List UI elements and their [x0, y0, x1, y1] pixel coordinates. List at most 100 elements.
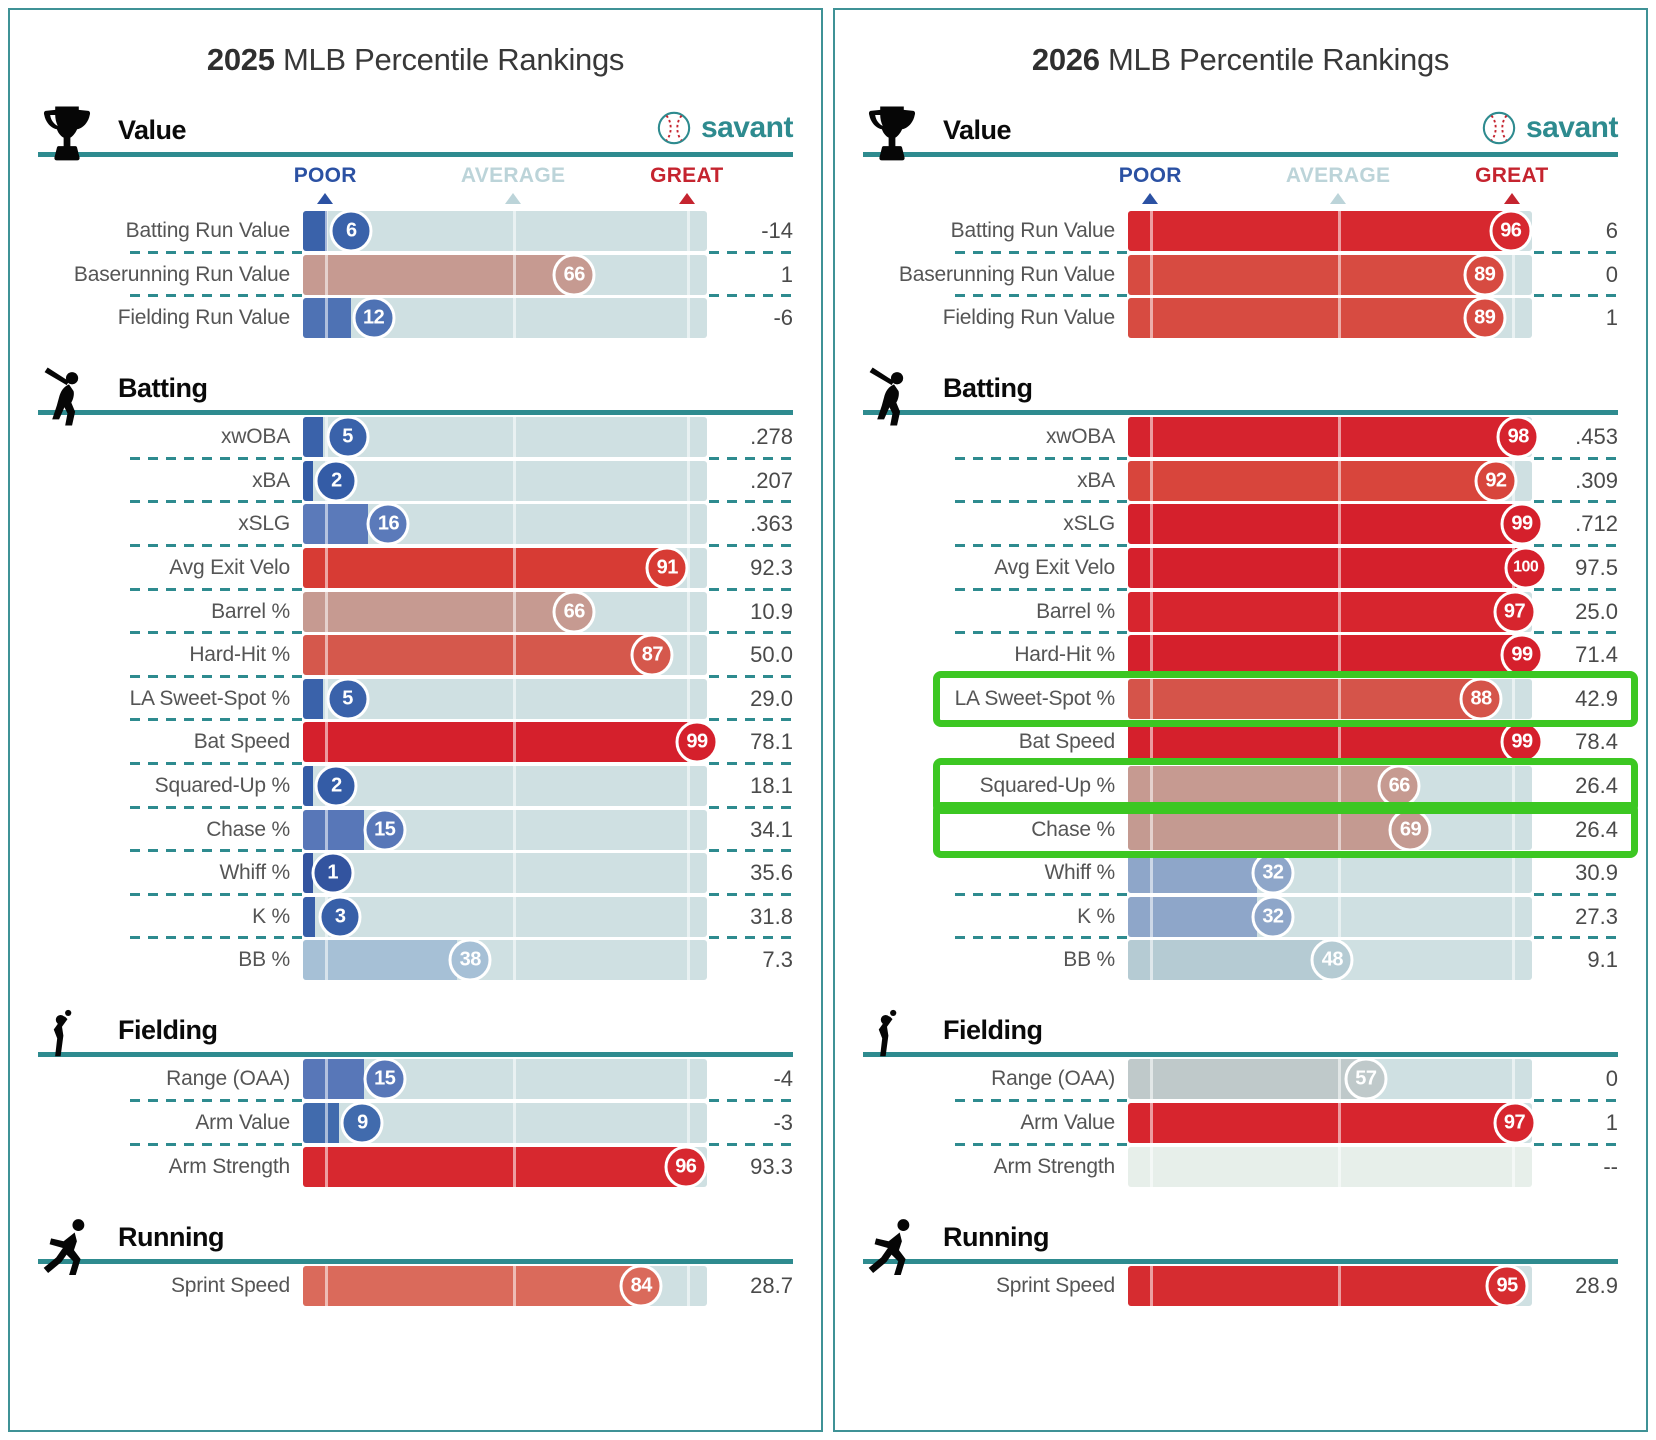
bar-track [303, 460, 707, 501]
percentile-bar: 15 [303, 808, 707, 852]
section-title: Running [118, 1221, 224, 1252]
percentile-bubble: 89 [1463, 296, 1507, 340]
row-divider-dash-right [709, 250, 791, 254]
scale-marker-average [1338, 853, 1342, 894]
scale-marker-average [1338, 678, 1342, 719]
scale-label-poor: POOR [293, 164, 357, 187]
row-divider-dash-right [709, 805, 791, 809]
row-divider-dash-right [1534, 1142, 1616, 1146]
percentile-scale-header: POOR AVERAGE GREAT [38, 157, 793, 209]
scale-marker-poor [1150, 504, 1154, 545]
bar-fill [303, 940, 457, 981]
stat-label: Sprint Speed [995, 1273, 1115, 1297]
stat-row: Whiff % 1 35.6 [38, 849, 793, 895]
bar-fill [1128, 853, 1258, 894]
scale-marker-poor [325, 254, 329, 295]
bar-fill [303, 1265, 643, 1306]
scale-marker-average [513, 460, 517, 501]
row-divider-dash-right [1534, 892, 1616, 896]
bar-fill [1128, 722, 1528, 763]
stat-row: Sprint Speed 84 28.7 [38, 1264, 793, 1307]
row-divider-dash-right [709, 456, 791, 460]
percentile-bar: 2 [303, 764, 707, 808]
percentile-bar: 96 [1128, 209, 1533, 253]
percentile-bar: 57 [1128, 1057, 1532, 1101]
bar-fill [1128, 591, 1520, 632]
percentile-bubble: 96 [664, 1145, 708, 1188]
bar-fill [303, 722, 703, 763]
percentile-bubble: 1 [311, 851, 355, 895]
savant-logo-text: savant [700, 111, 794, 144]
bar-fill [1128, 547, 1532, 588]
scale-marker-great [1511, 765, 1515, 806]
stat-value: 93.3 [750, 1153, 793, 1179]
percentile-bar: 9 [303, 1101, 707, 1145]
scale-marker-great [1511, 940, 1515, 981]
scale-marker-average [1338, 1102, 1342, 1143]
scale-marker-average [513, 1102, 517, 1143]
scale-marker-average [1338, 1059, 1342, 1100]
row-divider-dash-right [709, 1142, 791, 1146]
stat-label: Chase % [206, 817, 290, 841]
scale-marker-average [1338, 722, 1342, 763]
stat-value: 9.1 [1587, 947, 1618, 973]
stat-label: Arm Strength [168, 1154, 291, 1178]
stat-value: 26.4 [1575, 772, 1618, 798]
row-divider-dash-left [955, 500, 1131, 504]
stat-row: Fielding Run Value 89 1 [863, 294, 1618, 340]
stat-value: 0 [1605, 1066, 1618, 1092]
scale-marker-poor [1150, 298, 1154, 339]
stat-label: Arm Value [1020, 1110, 1115, 1134]
stat-label: K % [252, 904, 290, 928]
percentile-bubble: 99 [675, 720, 719, 764]
percentile-bar: 66 [1128, 764, 1532, 808]
scale-triangle-great [678, 193, 695, 204]
stat-row: Baserunning Run Value 66 1 [38, 250, 793, 297]
scale-marker-average [513, 809, 517, 850]
percentile-bar: 5 [303, 677, 707, 721]
stat-value: 1 [780, 261, 793, 287]
scale-triangle-great [1503, 193, 1520, 204]
scale-marker-average [513, 298, 517, 339]
scale-marker-average [1338, 460, 1342, 501]
percentile-bubble: 38 [448, 938, 492, 982]
section-title: Batting [943, 373, 1033, 404]
stat-label: Squared-Up % [979, 773, 1116, 797]
stat-label: K % [1077, 904, 1115, 928]
percentile-bubble: 2 [314, 459, 358, 503]
scale-marker-poor [1150, 678, 1154, 719]
scale-marker-average [513, 1146, 517, 1187]
row-divider-dash-right [1534, 456, 1616, 460]
stat-label: Batting Run Value [125, 219, 291, 242]
stat-row: K % 32 27.3 [863, 892, 1618, 939]
scale-marker-average [1338, 1265, 1342, 1306]
stat-value: -4 [773, 1066, 793, 1092]
percentile-bubble: 3 [318, 895, 362, 939]
stat-row: K % 3 31.8 [38, 892, 793, 939]
stat-row: xSLG 99 .712 [863, 500, 1618, 546]
scale-marker-great [686, 460, 690, 501]
stat-value: 78.4 [1575, 729, 1618, 755]
scale-marker-great [686, 896, 690, 937]
percentile-bar [1128, 1146, 1532, 1187]
bar-fill [1128, 504, 1528, 545]
scale-marker-poor [325, 722, 329, 763]
row-divider-dash-left [955, 936, 1131, 940]
stat-row: xSLG 16 .363 [38, 500, 793, 546]
row-divider-dash-left [130, 500, 306, 504]
row-divider-dash-right [1534, 500, 1616, 504]
stat-label: Range (OAA) [166, 1067, 290, 1091]
panels-container: 2025 MLB Percentile Rankings Value savant P… [8, 8, 1648, 1432]
row-divider-dash-right [1534, 250, 1616, 254]
scale-marker-average [1338, 809, 1342, 850]
stat-label: xBA [1077, 468, 1115, 492]
bar-fill [303, 460, 313, 501]
scale-marker-poor [325, 1146, 329, 1187]
stat-value: 28.7 [750, 1272, 793, 1298]
stat-value: -3 [773, 1109, 793, 1135]
bar-fill [303, 1102, 340, 1143]
stat-value: 78.1 [750, 729, 793, 755]
row-divider-dash-left [130, 456, 306, 460]
scale-marker-average [513, 547, 517, 588]
stat-value: 42.9 [1575, 685, 1618, 711]
